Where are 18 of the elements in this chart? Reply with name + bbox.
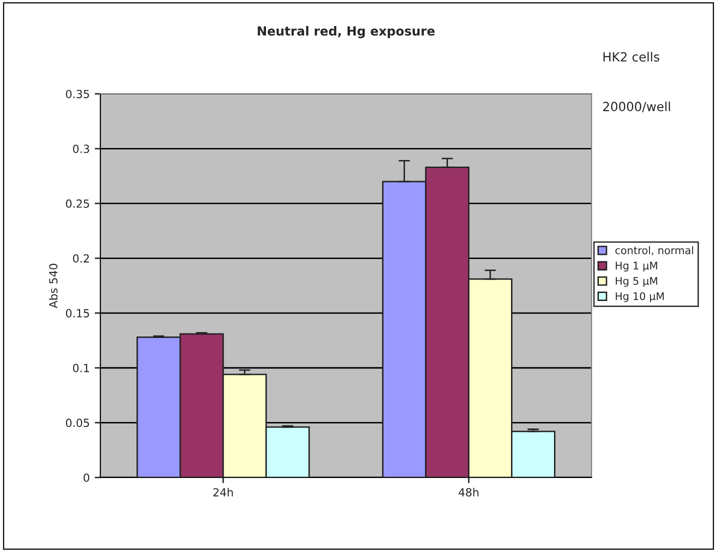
x-tick-label: 24h [213,488,233,496]
legend-label: Hg 5 µM [616,277,658,287]
text: 20000/well [603,102,670,112]
text: HK2 cells [604,52,660,62]
y-tick-label: 0 [84,473,90,482]
legend-label: control, normal [615,246,694,256]
legend-label: Hg 1 µM [616,262,658,272]
y-tick-label: 0.3 [73,144,90,154]
y-tick-label: 0.05 [66,418,89,428]
y-tick-label: 0.2 [73,254,89,263]
y-tick-label: 0.35 [66,90,89,98]
legend-label: Hg 10 µM [616,292,664,302]
y-tick-label: 0.15 [66,309,89,318]
chart-title: Neutral red, Hg exposure [258,26,435,38]
y-axis-title: Abs 540 [48,264,58,308]
y-tick-label: 0.1 [73,364,89,372]
x-tick-label: 48h [458,488,478,496]
y-tick-label: 0.25 [66,199,89,208]
